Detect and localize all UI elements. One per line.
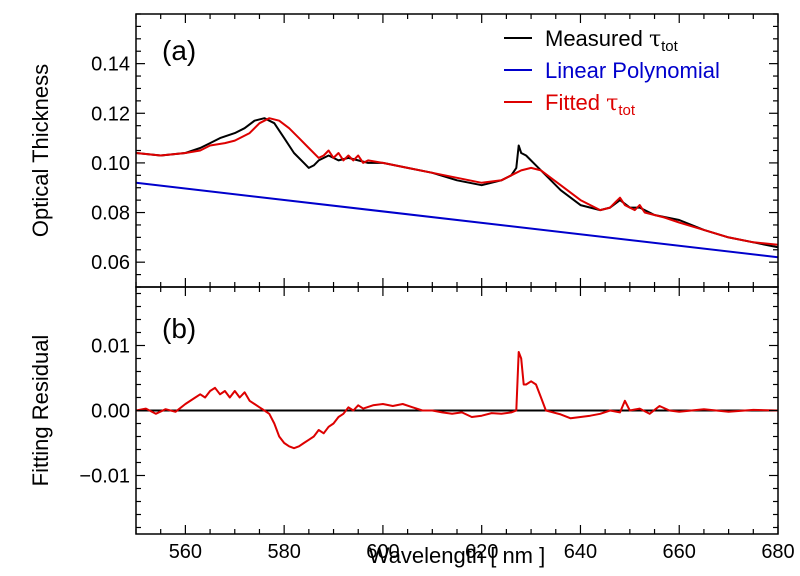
y-tick-label: 0.00 [91,401,130,423]
x-tick-label: 660 [663,541,696,563]
x-tick-label: 560 [169,541,202,563]
panel-a-measured-line [136,117,778,249]
panel-a-fitted-line [136,117,778,246]
legend-entry: Linear Polynomial [545,58,720,83]
legend-entry: Fitted τtot [545,90,636,119]
panel-label: (b) [162,313,196,344]
panel-b: 560 580 600 620 640 660 680 −0.01 0.00 0.01 Fittin… [28,286,795,563]
y-tick-label: −0.01 [79,466,130,488]
x-tick-label: 580 [267,541,300,563]
y-tick-label: 0.01 [91,336,130,358]
x-tick-label: 640 [564,541,597,563]
y-tick-label: 0.12 [91,103,130,125]
x-axis-title: Wavelength [ nm ] [369,543,545,568]
y-tick-label: 0.08 [91,203,130,225]
panel-a-linear-polynomial-line [136,181,778,259]
y-axis-title: Optical Thickness [28,64,53,237]
y-tick-label: 0.10 [91,153,130,175]
panel-a: 0.06 0.08 0.10 0.12 0.14 Optical Thickness (a)… [28,13,779,288]
y-tick-label: 0.14 [91,54,130,76]
legend-entry: Measured τtot [545,26,679,55]
panel-label: (a) [162,35,196,66]
y-axis-title: Fitting Residual [28,335,53,487]
y-tick-label: 0.06 [91,252,130,274]
panel-b-residual-line [136,351,778,450]
x-tick-label: 620 [465,541,498,563]
x-tick-label: 600 [366,541,399,563]
x-tick-label: 680 [761,541,794,563]
